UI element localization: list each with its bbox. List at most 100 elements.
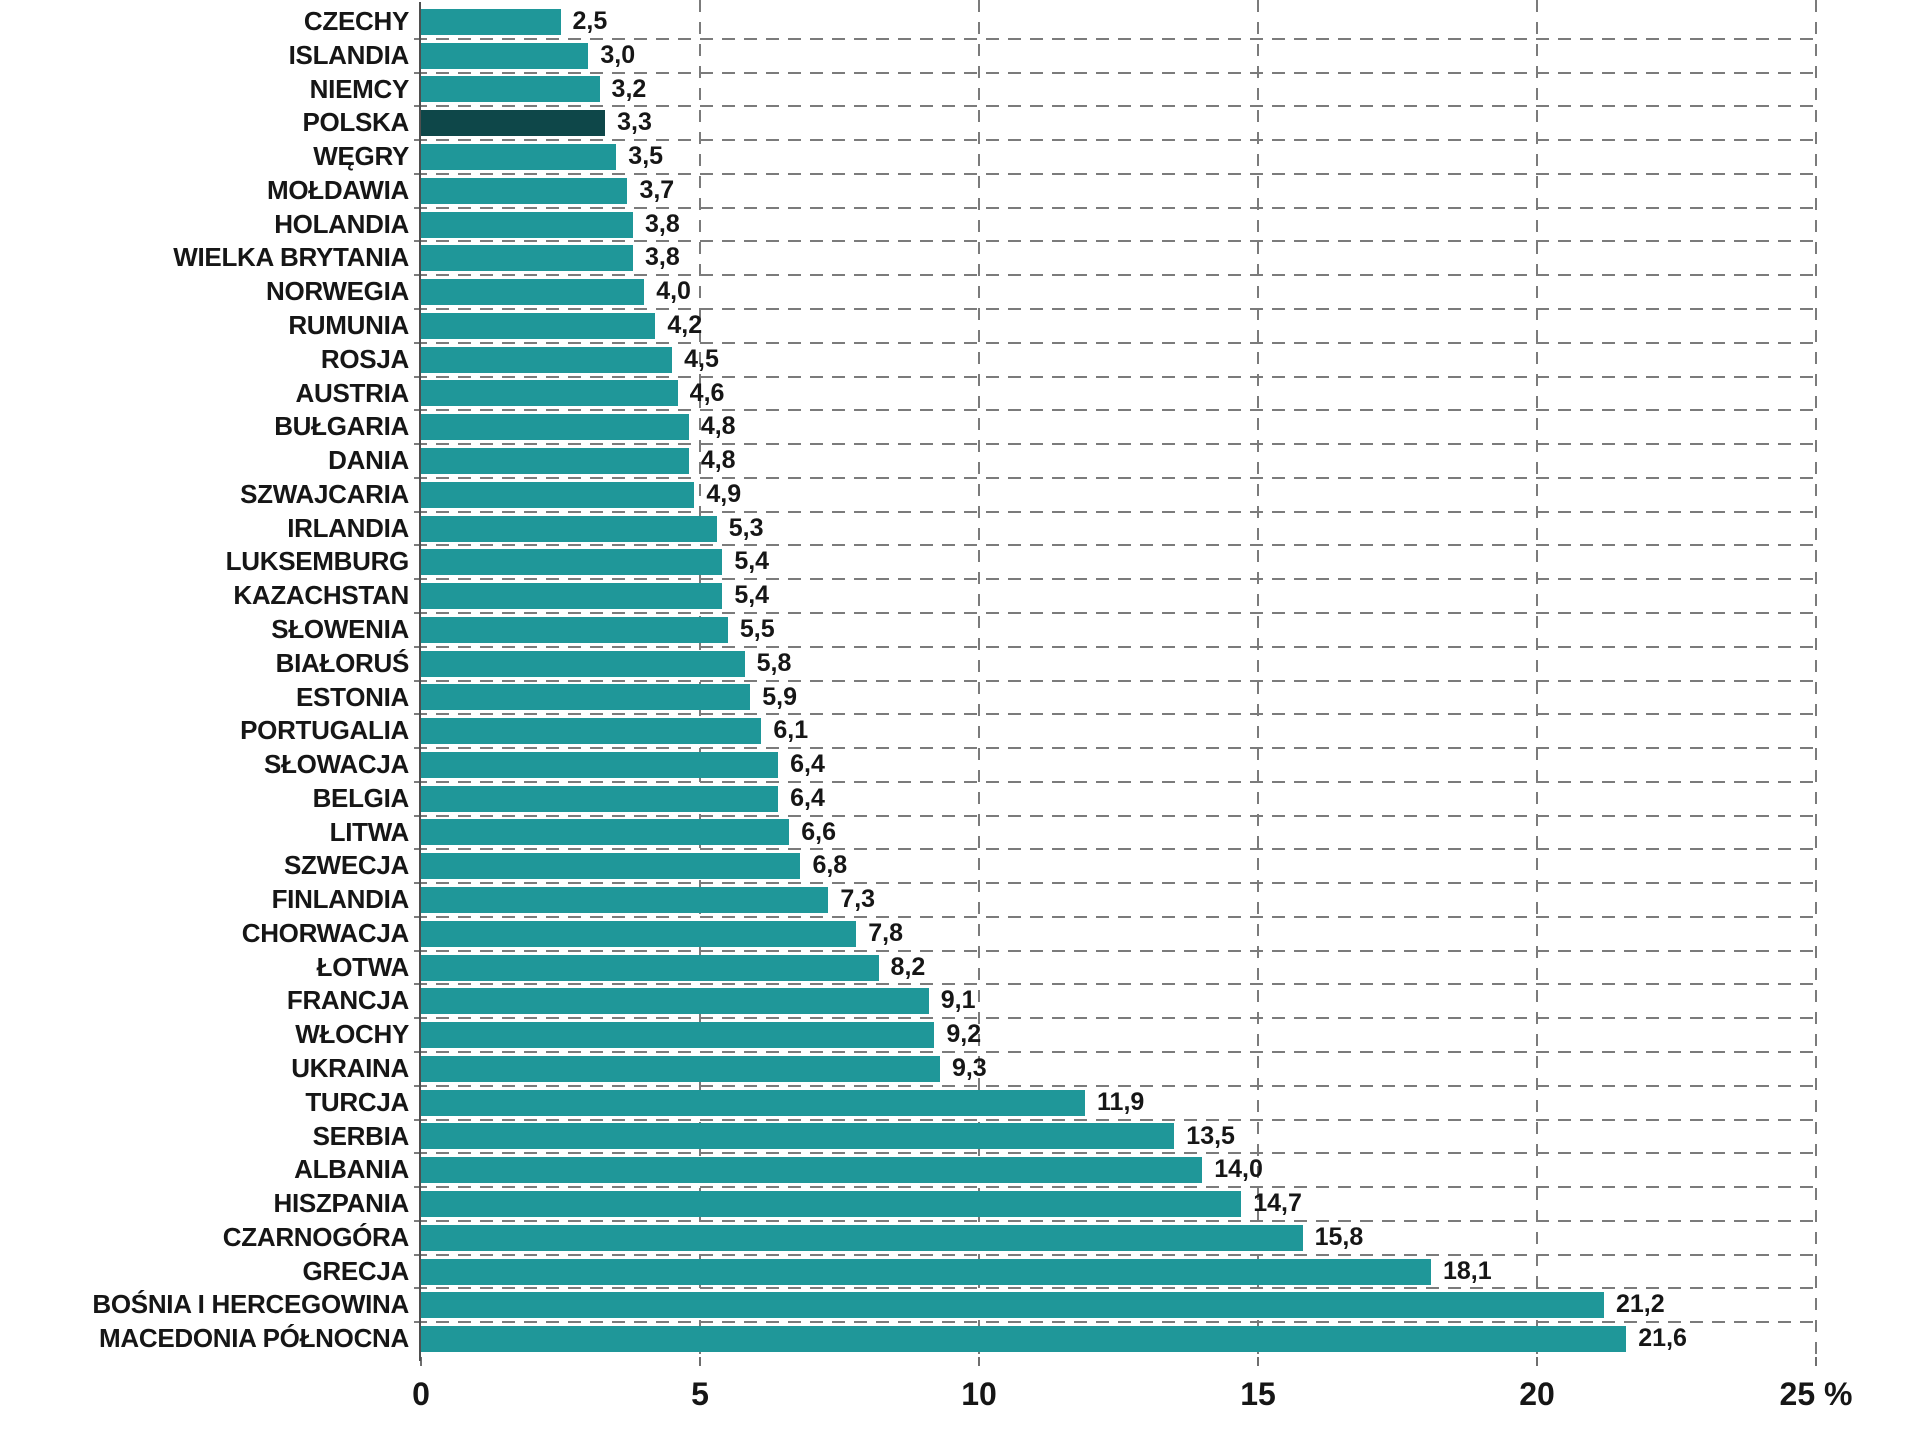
bar — [421, 718, 762, 745]
value-label: 4,8 — [700, 446, 736, 475]
category-label: DANIA — [328, 445, 409, 476]
bar-row: FRANCJA 9,1 — [0, 984, 1920, 1018]
category-label: ŁOTWA — [316, 951, 410, 982]
bar — [421, 1123, 1175, 1150]
row-separator-gridline — [414, 1186, 1816, 1189]
row-separator-gridline — [414, 882, 1816, 885]
bar — [421, 583, 723, 610]
row-separator-gridline — [414, 409, 1816, 412]
bar — [421, 1224, 1303, 1251]
bar — [421, 481, 695, 508]
row-separator-gridline — [414, 1051, 1816, 1054]
bar-row: HISZPANIA 14,7 — [0, 1187, 1920, 1221]
bar-row: ROSJA 4,5 — [0, 343, 1920, 377]
bar-row: ŁOTWA 8,2 — [0, 951, 1920, 985]
category-label: CZECHY — [303, 6, 409, 36]
bar — [421, 853, 801, 880]
row-separator-gridline — [414, 240, 1816, 243]
category-label: BELGIA — [312, 782, 410, 813]
category-label: SERBIA — [312, 1120, 410, 1151]
bar-row: SZWAJCARIA 4,9 — [0, 478, 1920, 512]
bar — [421, 1191, 1242, 1217]
value-label: 18,1 — [1442, 1256, 1492, 1285]
category-label: NORWEGIA — [265, 276, 409, 307]
row-separator-gridline — [414, 206, 1816, 209]
category-label: CHORWACJA — [241, 917, 410, 948]
row-separator-gridline — [414, 848, 1816, 851]
category-label: MACEDONIA PÓŁNOCNA — [99, 1323, 409, 1354]
category-label: TURCJA — [305, 1086, 409, 1117]
bar-row: KAZACHSTAN 5,4 — [0, 579, 1920, 613]
value-label: 3,7 — [639, 175, 675, 204]
bar — [421, 988, 929, 1015]
x-axis-tick-label: 10 — [961, 1376, 997, 1412]
value-label: 5,9 — [762, 682, 797, 711]
category-label: IRLANDIA — [287, 512, 409, 543]
bar — [421, 616, 728, 643]
bar-row: LITWA 6,6 — [0, 816, 1920, 850]
bar-row: CHORWACJA 7,8 — [0, 917, 1920, 951]
value-label: 3,8 — [645, 243, 680, 272]
row-separator-gridline — [414, 37, 1816, 40]
category-label: BUŁGARIA — [274, 411, 409, 442]
bar-row: WĘGRY 3,5 — [0, 140, 1920, 174]
bar-row: UKRAINA 9,3 — [0, 1052, 1920, 1086]
row-separator-gridline — [414, 172, 1816, 175]
bar — [421, 954, 879, 981]
bar-row: WŁOCHY 9,2 — [0, 1018, 1920, 1052]
category-label: WĘGRY — [313, 141, 409, 172]
category-label: KAZACHSTAN — [233, 580, 409, 611]
category-label: SŁOWENIA — [271, 613, 409, 644]
row-separator-gridline — [414, 645, 1816, 648]
category-label: FINLANDIA — [271, 884, 410, 915]
x-axis-tick-label: 15 — [1240, 1376, 1276, 1412]
row-separator-gridline — [414, 713, 1816, 716]
row-separator-gridline — [414, 949, 1816, 952]
vertical-gridline — [1815, 0, 1817, 1366]
bar — [421, 245, 634, 272]
row-separator-gridline — [414, 679, 1816, 682]
bar-row: ESTONIA 5,9 — [0, 681, 1920, 715]
value-label: 3,3 — [617, 108, 652, 137]
bar — [421, 1089, 1086, 1116]
bar-row: POLSKA 3,3 — [0, 106, 1920, 140]
bar-row: SZWECJA 6,8 — [0, 849, 1920, 883]
value-label: 5,4 — [734, 547, 770, 576]
bar-row: TURCJA 11,9 — [0, 1086, 1920, 1120]
row-separator-gridline — [414, 814, 1816, 817]
x-axis-tick-mark — [1536, 1357, 1538, 1366]
value-label: 5,3 — [728, 513, 764, 542]
value-label: 4,9 — [706, 479, 742, 508]
bar-row: BELGIA 6,4 — [0, 782, 1920, 816]
value-label: 4,5 — [684, 344, 719, 373]
bar-row: SERBIA 13,5 — [0, 1120, 1920, 1154]
value-label: 9,1 — [940, 986, 976, 1015]
category-label: HOLANDIA — [274, 208, 409, 239]
category-label: GRECJA — [302, 1255, 409, 1286]
row-separator-gridline — [414, 274, 1816, 277]
bar-row: BOŚNIA I HERCEGOWINA 21,2 — [0, 1288, 1920, 1322]
value-label: 9,2 — [946, 1020, 982, 1049]
bar — [421, 1157, 1203, 1184]
bar-row: CZARNOGÓRA 15,8 — [0, 1221, 1920, 1255]
bar — [421, 650, 745, 677]
row-separator-gridline — [414, 1219, 1816, 1222]
bar-row: HOLANDIA 3,8 — [0, 208, 1920, 242]
row-separator-gridline — [414, 578, 1816, 581]
category-label: ROSJA — [320, 343, 409, 374]
category-label: CZARNOGÓRA — [222, 1221, 410, 1252]
row-separator-gridline — [414, 375, 1816, 378]
bar — [421, 380, 678, 407]
value-label: 3,5 — [628, 142, 664, 171]
row-separator-gridline — [414, 611, 1816, 614]
category-label: FRANCJA — [286, 985, 409, 1016]
vertical-gridline — [1536, 0, 1538, 1366]
x-axis-tick-label: 20 — [1519, 1376, 1555, 1412]
category-label: NIEMCY — [309, 73, 410, 104]
bar-row: BUŁGARIA 4,8 — [0, 410, 1920, 444]
category-label: BIAŁORUŚ — [275, 647, 410, 678]
row-separator-gridline — [414, 476, 1816, 479]
value-label: 21,2 — [1615, 1290, 1665, 1319]
bar-row: AUSTRIA 4,6 — [0, 377, 1920, 411]
bar-row: MACEDONIA PÓŁNOCNA 21,6 — [0, 1322, 1920, 1356]
